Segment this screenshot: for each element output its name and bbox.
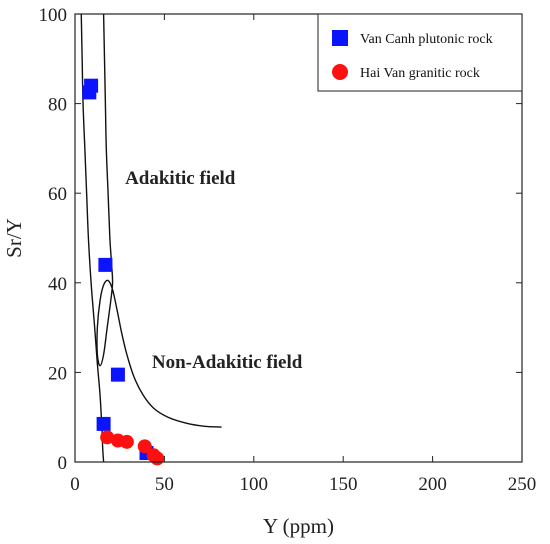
x-axis-label: Y (ppm) — [263, 514, 334, 538]
data-point-square — [82, 85, 97, 100]
data-point-circle — [150, 451, 165, 466]
x-tick-label: 150 — [329, 474, 358, 495]
data-point-circle — [100, 430, 115, 445]
y-tick-label: 60 — [48, 184, 67, 205]
legend-marker-circle — [332, 64, 348, 80]
x-tick-label: 250 — [508, 474, 537, 495]
plot-frame — [74, 13, 523, 463]
axes: 0 50 100 150 200 250 0 20 40 60 80 100 Y (ppm) Sr/Y — [2, 5, 536, 538]
plot-area: Adakitic field Non-Adakitic field — [80, 14, 303, 466]
x-tick-label: 0 — [70, 474, 80, 495]
field-boundaries — [80, 14, 222, 462]
data-point-circle — [137, 439, 152, 454]
y-tick-label: 100 — [39, 5, 68, 26]
y-tick-label: 20 — [48, 363, 67, 384]
field-annotation: Adakitic field — [125, 168, 236, 189]
field-boundary-inner — [96, 14, 222, 428]
y-tick-label: 80 — [48, 95, 67, 116]
y-tick-label: 0 — [58, 453, 68, 474]
legend-entry-label: Hai Van granitic rock — [360, 66, 480, 81]
legend-entry-label: Van Canh plutonic rock — [360, 32, 493, 47]
x-tick-label: 200 — [418, 474, 447, 495]
data-point-square — [96, 416, 111, 431]
data-point-square — [110, 367, 125, 382]
legend-marker-square — [332, 30, 348, 46]
legend: Van Canh plutonic rock Hai Van granitic r… — [317, 13, 523, 92]
y-tick-label: 40 — [48, 274, 67, 295]
data-point-circle — [119, 434, 134, 449]
x-tick-label: 100 — [240, 474, 269, 495]
series-hai-van — [100, 430, 165, 466]
field-annotation: Non-Adakitic field — [152, 352, 303, 373]
legend-box — [317, 13, 523, 92]
y-axis-label: Sr/Y — [2, 218, 26, 258]
x-tick-label: 50 — [155, 474, 174, 495]
data-point-square — [98, 257, 113, 272]
series-van-canh — [82, 78, 154, 461]
